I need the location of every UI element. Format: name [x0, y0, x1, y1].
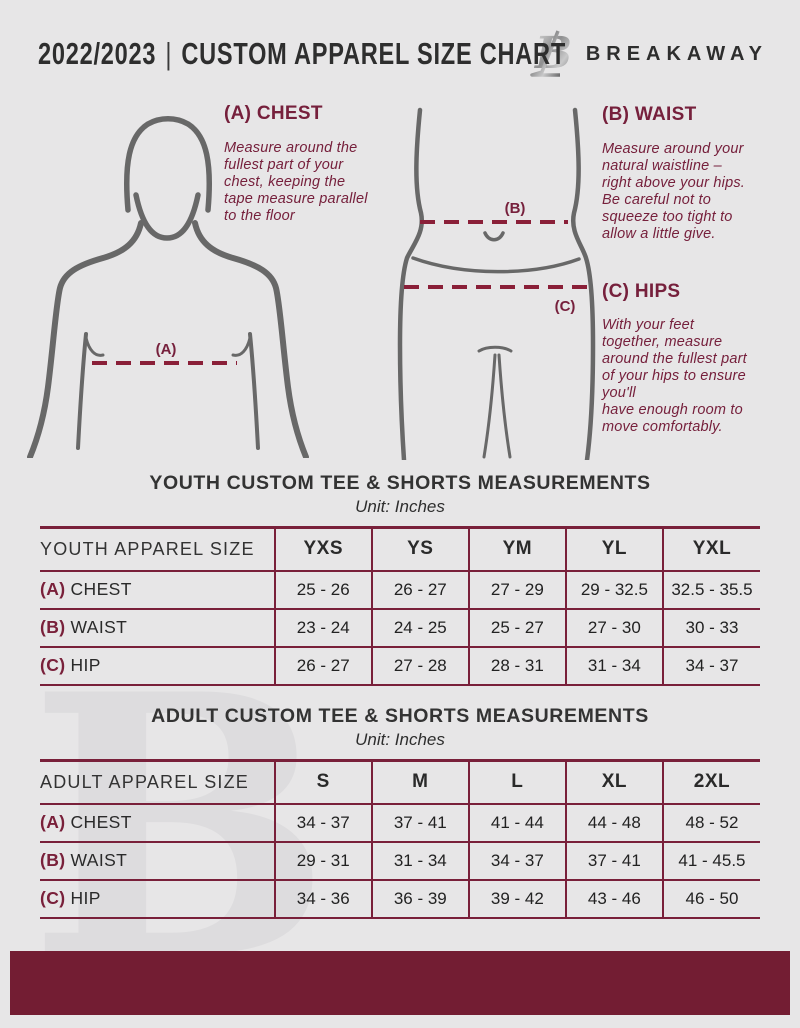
measure-value-cell: 41 - 45.5 [661, 841, 760, 880]
brand-logo: B BREAKAWAY [530, 28, 768, 80]
breakaway-b-monogram-icon: B [530, 28, 572, 79]
youth-header-row: YOUTH APPAREL SIZE YXS YS YM YL YXL [40, 527, 760, 571]
measure-value-cell: 32.5 - 35.5 [661, 570, 760, 609]
size-col-header: S [273, 760, 372, 804]
adult-section-title: ADULT CUSTOM TEE & SHORTS MEASUREMENTS [151, 705, 649, 727]
measure-value-cell: 37 - 41 [370, 803, 469, 842]
table-row-waist: (B) WAIST 23 - 24 24 - 25 25 - 27 27 - 30… [40, 608, 760, 647]
measure-value-cell: 34 - 36 [273, 879, 372, 918]
waist-marker-label: (B) [505, 200, 526, 217]
size-col-header: 2XL [661, 760, 760, 804]
waist-instructions: Measure around your natural waistline – … [602, 141, 746, 242]
size-col-header: YS [370, 527, 469, 571]
measure-value-cell: 34 - 37 [467, 841, 566, 880]
chest-heading: (A) CHEST [224, 103, 323, 124]
table-row-chest: (A) CHEST 25 - 26 26 - 27 27 - 29 29 - 32… [40, 570, 760, 609]
chest-instructions: Measure around the fullest part of your … [224, 140, 368, 224]
measure-value-cell: 24 - 25 [370, 608, 469, 647]
table-row-waist: (B) WAIST 29 - 31 31 - 34 34 - 37 37 - 41… [40, 841, 760, 880]
hips-marker-label: (C) [555, 298, 576, 315]
chest-measurement-figure: (A) [27, 116, 309, 458]
measure-value-cell: 46 - 50 [661, 879, 760, 918]
measure-row-label: (B) WAIST [40, 850, 128, 870]
size-col-header: YL [564, 527, 663, 571]
table-row-hip: (C) HIP 26 - 27 27 - 28 28 - 31 31 - 34 3… [40, 646, 760, 685]
waist-hips-measurement-figure: (B) (C) [397, 107, 596, 460]
measure-row-label: (A) CHEST [40, 812, 132, 832]
page-title-text: CUSTOM APPAREL SIZE CHART [181, 36, 566, 71]
measure-value-cell: 26 - 27 [370, 570, 469, 609]
measure-value-cell: 25 - 26 [273, 570, 372, 609]
svg-text:B: B [533, 28, 572, 79]
measure-value-cell: 28 - 31 [467, 646, 566, 685]
youth-size-section: YOUTH CUSTOM TEE & SHORTS MEASUREMENTS U… [40, 472, 760, 686]
waist-heading: (B) WAIST [602, 104, 697, 125]
footer-accent-bar [10, 951, 790, 1015]
page-title: 2022/2023 | CUSTOM APPAREL SIZE CHART [38, 34, 565, 74]
masthead: 2022/2023 | CUSTOM APPAREL SIZE CHART B BR… [38, 26, 768, 82]
measure-value-cell: 48 - 52 [661, 803, 760, 842]
measure-value-cell: 27 - 30 [564, 608, 663, 647]
table-row-hip: (C) HIP 34 - 36 36 - 39 39 - 42 43 - 46 4… [40, 879, 760, 918]
measure-value-cell: 34 - 37 [273, 803, 372, 842]
measure-value-cell: 23 - 24 [273, 608, 372, 647]
measure-value-cell: 31 - 34 [564, 646, 663, 685]
measure-row-label: (C) HIP [40, 888, 101, 908]
hips-heading: (C) HIPS [602, 281, 681, 302]
size-col-header: YXS [273, 527, 372, 571]
measure-row-label: (A) CHEST [40, 579, 132, 599]
measure-value-cell: 26 - 27 [273, 646, 372, 685]
measure-value-cell: 31 - 34 [370, 841, 469, 880]
adult-unit-label: Unit: Inches [355, 730, 445, 749]
season-year: 2022/2023 [38, 36, 157, 71]
measure-row-label: (B) WAIST [40, 617, 128, 637]
youth-size-table: YOUTH APPAREL SIZE YXS YS YM YL YXL (A) C… [40, 526, 760, 686]
measure-value-cell: 27 - 28 [370, 646, 469, 685]
measure-value-cell: 44 - 48 [564, 803, 663, 842]
measure-value-cell: 34 - 37 [661, 646, 760, 685]
hips-instructions: With your feet together, measure around … [602, 317, 747, 435]
table-row-chest: (A) CHEST 34 - 37 37 - 41 41 - 44 44 - 48… [40, 803, 760, 842]
adult-size-section: ADULT CUSTOM TEE & SHORTS MEASUREMENTS U… [40, 705, 760, 919]
measure-value-cell: 39 - 42 [467, 879, 566, 918]
youth-section-title: YOUTH CUSTOM TEE & SHORTS MEASUREMENTS [149, 472, 651, 494]
measure-value-cell: 29 - 32.5 [564, 570, 663, 609]
size-col-header: M [370, 760, 469, 804]
size-col-header: YXL [661, 527, 760, 571]
measure-value-cell: 37 - 41 [564, 841, 663, 880]
adult-size-label-header: ADULT APPAREL SIZE [40, 771, 250, 792]
size-col-header: YM [467, 527, 566, 571]
brand-name: BREAKAWAY [585, 42, 768, 65]
measure-value-cell: 29 - 31 [273, 841, 372, 880]
measure-value-cell: 36 - 39 [370, 879, 469, 918]
size-col-header: XL [564, 760, 663, 804]
chest-marker-label: (A) [156, 341, 177, 358]
measure-value-cell: 25 - 27 [467, 608, 566, 647]
measure-value-cell: 41 - 44 [467, 803, 566, 842]
youth-unit-label: Unit: Inches [355, 497, 445, 516]
measure-value-cell: 27 - 29 [467, 570, 566, 609]
size-col-header: L [467, 760, 566, 804]
measure-row-label: (C) HIP [40, 655, 101, 675]
adult-header-row: ADULT APPAREL SIZE S M L XL 2XL [40, 760, 760, 804]
adult-size-table: ADULT APPAREL SIZE S M L XL 2XL (A) CHEST… [40, 759, 760, 919]
youth-size-label-header: YOUTH APPAREL SIZE [40, 538, 255, 559]
measure-value-cell: 43 - 46 [564, 879, 663, 918]
title-divider: | [165, 36, 173, 71]
measure-value-cell: 30 - 33 [661, 608, 760, 647]
